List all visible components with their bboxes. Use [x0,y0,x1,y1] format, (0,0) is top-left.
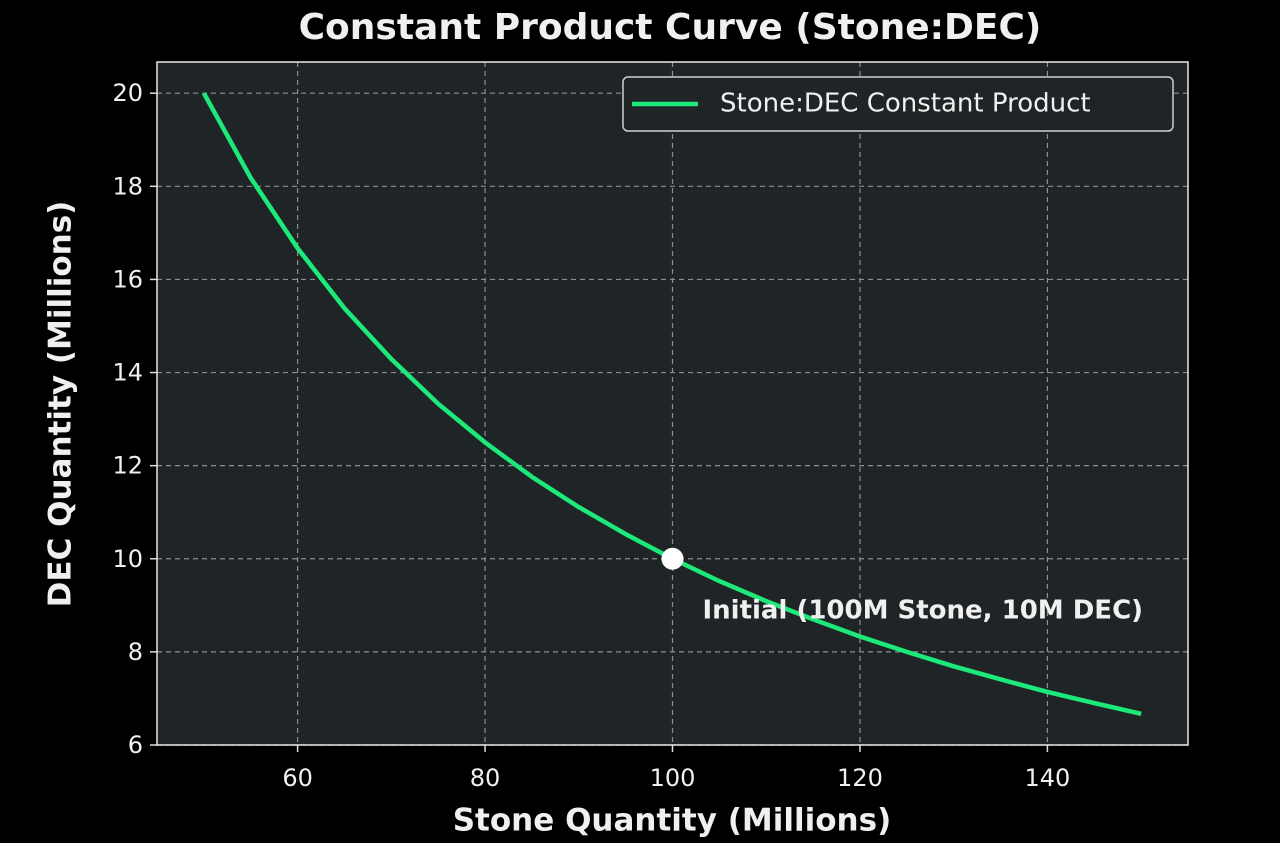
x-tick-label: 80 [470,764,501,792]
y-tick-label: 18 [112,172,143,200]
x-tick-label: 100 [650,764,696,792]
y-tick-label: 10 [112,545,143,573]
x-tick-label: 140 [1025,764,1071,792]
y-tick-label: 8 [128,638,143,666]
y-tick-label: 20 [112,79,143,107]
legend-label: Stone:DEC Constant Product [720,89,1091,119]
marker-point [661,547,684,570]
y-tick-label: 6 [128,731,143,759]
chart-title: Constant Product Curve (Stone:DEC) [299,7,1042,48]
x-axis-label: Stone Quantity (Millions) [453,803,892,839]
y-tick-label: 12 [112,452,143,480]
y-axis-label: DEC Quantity (Millions) [43,201,79,608]
legend-box [622,76,1174,132]
y-tick-label: 16 [112,265,143,293]
annotation: Initial (100M Stone, 10M DEC) [703,595,1144,625]
y-tick-label: 14 [112,359,143,387]
x-tick-label: 120 [837,764,883,792]
x-tick-label: 60 [282,764,313,792]
axes-frame [156,61,1189,746]
